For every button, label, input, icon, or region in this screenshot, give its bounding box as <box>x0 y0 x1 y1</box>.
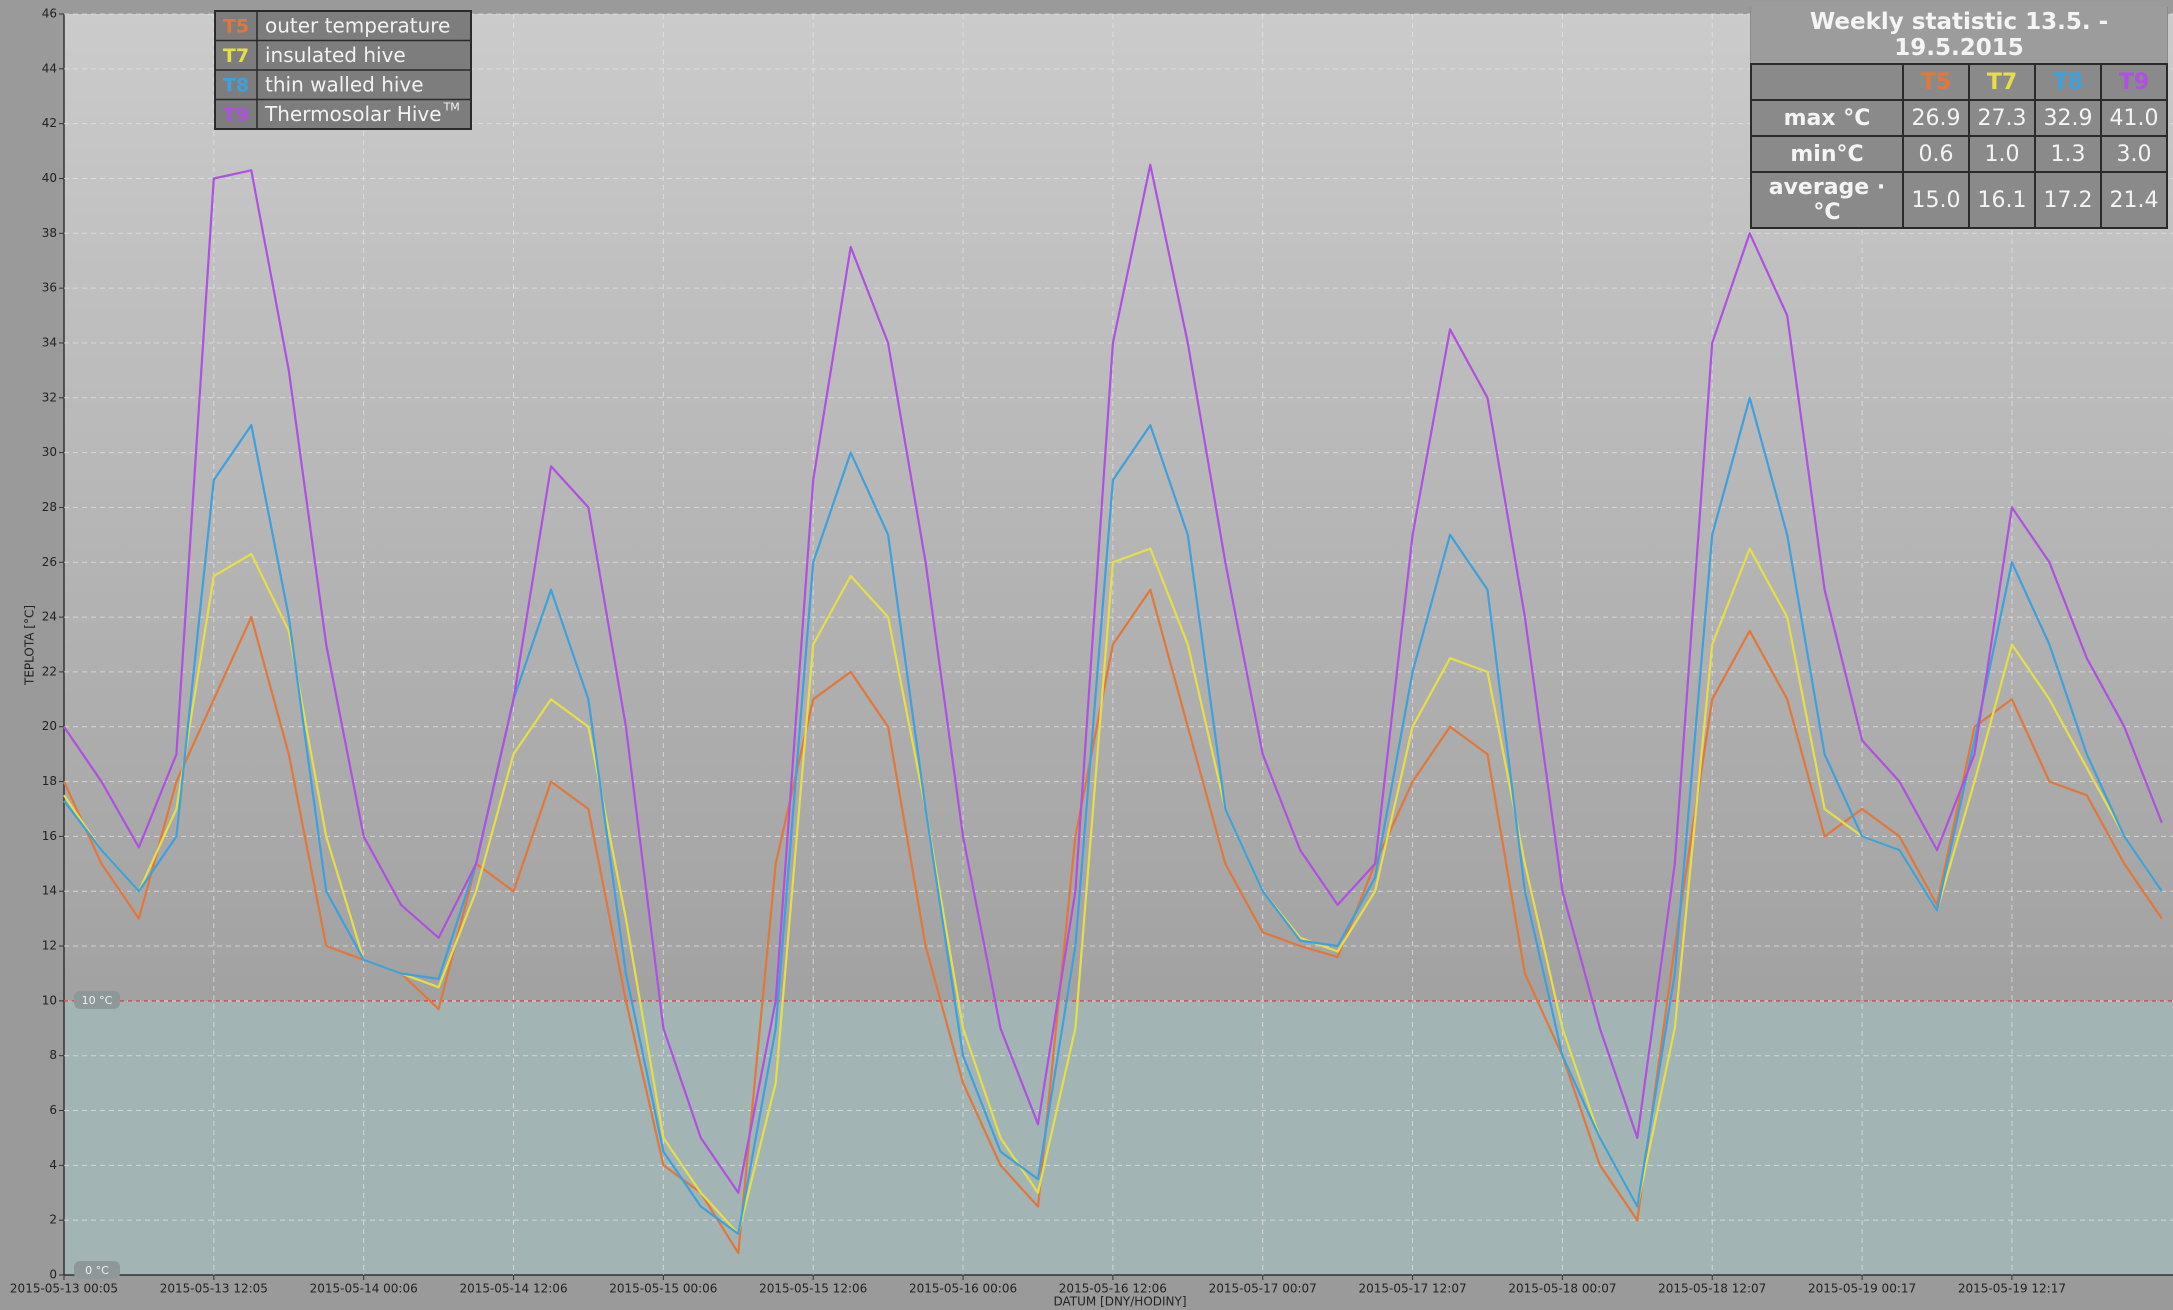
series-line <box>62 588 2163 1255</box>
y-tick-label: 24 <box>42 610 57 624</box>
stat-value: 16.1 <box>1968 171 2036 229</box>
legend-trademark: TM <box>443 101 460 114</box>
y-tick-label: 0 <box>49 1268 57 1282</box>
stat-value: 1.0 <box>1968 135 2036 173</box>
badge-label: 0 °C <box>85 1264 109 1277</box>
row-label: max °C <box>1750 99 1904 137</box>
column-header: T7 <box>1968 63 2036 101</box>
series-line <box>63 163 2163 1194</box>
y-tick-label: 30 <box>42 445 57 459</box>
x-tick-label: 2015-05-18 12:07 <box>1658 1282 1766 1296</box>
below-threshold-area <box>64 1000 2173 1275</box>
stat-row: max °C 26.9 27.3 32.9 41.0 <box>1750 99 2168 137</box>
badge-label: 10 °C <box>82 994 113 1007</box>
x-tick-label: 2015-05-15 12:06 <box>759 1282 867 1296</box>
column-header: T5 <box>1902 63 1970 101</box>
y-tick-label: 38 <box>42 226 57 240</box>
legend-code: T5 <box>223 15 249 37</box>
badge-box <box>74 1261 120 1279</box>
corner-cell <box>1750 63 1904 101</box>
title-row: Weekly statistic 13.5. - 19.5.2015 <box>1751 7 2167 64</box>
y-tick-label: 36 <box>42 281 57 295</box>
y-tick-label: 2 <box>49 1213 57 1227</box>
x-tick-label: 2015-05-16 00:06 <box>909 1282 1017 1296</box>
stat-value: 21.4 <box>2100 171 2168 229</box>
threshold-badge: 10 °C <box>74 990 120 1009</box>
stat-value: 27.3 <box>1968 99 2036 137</box>
table-title: Weekly statistic 13.5. - 19.5.2015 <box>1751 7 2167 64</box>
y-tick-label: 10 <box>42 993 57 1007</box>
x-tick-label: 2015-05-17 00:07 <box>1209 1282 1317 1296</box>
series-line <box>63 547 2163 1235</box>
y-tick-label: 46 <box>42 7 57 21</box>
stat-row: min°C 0.6 1.0 1.3 3.0 <box>1750 135 2168 173</box>
x-tick-label: 2015-05-15 00:06 <box>609 1282 717 1296</box>
header-row: T5 T7 T8 T9 <box>1750 63 2168 101</box>
y-tick-label: 20 <box>42 719 57 733</box>
y-tick-label: 18 <box>42 774 57 788</box>
y-tick-label: 40 <box>42 171 57 185</box>
column-header: T9 <box>2100 63 2168 101</box>
y-tick-label: 12 <box>42 939 57 953</box>
x-tick-label: 2015-05-16 12:06 <box>1059 1282 1167 1296</box>
y-tick-label: 42 <box>42 116 57 130</box>
x-tick-label: 2015-05-18 00:07 <box>1508 1282 1616 1296</box>
y-tick-label: 22 <box>42 664 57 678</box>
stat-row: average · °C 15.0 16.1 17.2 21.4 <box>1750 171 2168 229</box>
legend-code: T9 <box>223 104 249 126</box>
x-axis-label: DATUM [DNY/HODINY] <box>1053 1295 1186 1309</box>
x-tick-label: 2015-05-17 12:07 <box>1358 1282 1466 1296</box>
x-tick-label: 2015-05-13 12:05 <box>160 1282 268 1296</box>
x-tick-label: 2015-05-13 00:05 <box>10 1282 118 1296</box>
y-tick-label: 8 <box>49 1048 57 1062</box>
stat-value: 32.9 <box>2034 99 2102 137</box>
y-tick-label: 16 <box>42 829 57 843</box>
legend-code: T8 <box>223 74 249 96</box>
stat-value: 15.0 <box>1902 171 1970 229</box>
y-tick-label: 4 <box>49 1158 57 1172</box>
legend-label: outer temperature <box>265 13 450 37</box>
badge-box <box>74 990 120 1009</box>
legend-label: insulated hive <box>265 43 406 67</box>
y-tick-label: 6 <box>49 1103 57 1117</box>
stat-value: 26.9 <box>1902 99 1970 137</box>
x-tick-label: 2015-05-19 00:17 <box>1808 1282 1916 1296</box>
threshold-badge: 0 °C <box>74 1261 120 1279</box>
x-tick-label: 2015-05-19 12:17 <box>1958 1282 2066 1296</box>
y-axis-label: TEPLOTA [°C] <box>23 605 37 686</box>
y-tick-label: 32 <box>42 390 57 404</box>
x-tick-label: 2015-05-14 00:06 <box>310 1282 418 1296</box>
y-tick-label: 44 <box>42 61 57 75</box>
y-tick-label: 34 <box>42 335 57 349</box>
row-label: min°C <box>1750 135 1904 173</box>
y-tick-label: 26 <box>42 555 57 569</box>
row-label: average · °C <box>1750 171 1904 229</box>
stat-value: 41.0 <box>2100 99 2168 137</box>
series-line <box>63 396 2163 1235</box>
stat-value: 0.6 <box>1902 135 1970 173</box>
x-tick-label: 2015-05-14 12:06 <box>459 1282 567 1296</box>
legend-label: thin walled hive <box>265 72 424 96</box>
y-tick-label: 28 <box>42 500 57 514</box>
legend-label: Thermosolar Hive <box>264 102 442 126</box>
statistics-table: Weekly statistic 13.5. - 19.5.2015 T5 T7 T8… <box>1750 7 2168 229</box>
stat-value: 17.2 <box>2034 171 2102 229</box>
stat-value: 1.3 <box>2034 135 2102 173</box>
y-tick-label: 14 <box>42 884 57 898</box>
stat-value: 3.0 <box>2100 135 2168 173</box>
legend-code: T7 <box>223 45 249 67</box>
column-header: T8 <box>2034 63 2102 101</box>
